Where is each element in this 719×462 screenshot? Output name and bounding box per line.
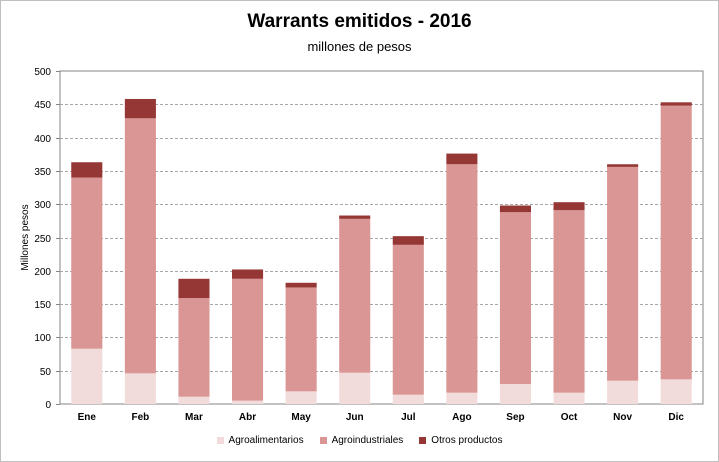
bar-oct-3 bbox=[553, 202, 585, 211]
legend-label: Agroindustriales bbox=[331, 435, 404, 446]
legend-swatch bbox=[419, 437, 427, 444]
bar-ago-1 bbox=[446, 392, 478, 404]
bar-mar-3 bbox=[178, 278, 210, 299]
bar-feb-3 bbox=[124, 98, 156, 119]
bar-sep-1 bbox=[499, 384, 531, 404]
y-tick-label: 0 bbox=[45, 400, 51, 411]
legend-label: Agroalimentarios bbox=[228, 435, 304, 446]
y-tick-label: 350 bbox=[34, 167, 51, 178]
x-tick-label: Sep bbox=[506, 412, 524, 423]
bar-ago-3 bbox=[446, 153, 478, 165]
bar-abr-2 bbox=[232, 278, 264, 401]
legend-item: Agroindustriales bbox=[319, 435, 404, 446]
x-tick-label: Mar bbox=[185, 412, 203, 423]
bar-ene-2 bbox=[71, 177, 103, 349]
bar-ago-2 bbox=[446, 164, 478, 393]
bar-jun-1 bbox=[339, 372, 371, 404]
bar-abr-1 bbox=[232, 400, 264, 404]
bar-may-3 bbox=[285, 282, 317, 288]
bar-dic-2 bbox=[660, 105, 692, 380]
x-tick-label: Abr bbox=[239, 412, 256, 423]
legend-swatch bbox=[216, 437, 224, 444]
legend-item: Otros productos bbox=[419, 435, 502, 446]
x-tick-label: Feb bbox=[131, 412, 149, 423]
bar-may-1 bbox=[285, 391, 317, 404]
bar-jul-2 bbox=[392, 244, 424, 395]
x-tick-label: Nov bbox=[613, 412, 632, 423]
bar-feb-1 bbox=[124, 373, 156, 404]
y-tick-label: 150 bbox=[34, 300, 51, 311]
y-tick-label: 500 bbox=[34, 67, 51, 78]
x-tick-label: Jul bbox=[401, 412, 416, 423]
bar-nov-3 bbox=[607, 164, 639, 167]
bar-nov-2 bbox=[607, 166, 639, 381]
bar-sep-3 bbox=[499, 205, 531, 213]
chart-title: Warrants emitidos - 2016 bbox=[247, 11, 472, 32]
x-tick-label: Oct bbox=[561, 412, 578, 423]
bar-mar-1 bbox=[178, 396, 210, 404]
bar-jun-2 bbox=[339, 218, 371, 373]
bar-jul-1 bbox=[392, 394, 424, 404]
bar-ene-3 bbox=[71, 162, 103, 178]
legend-label: Otros productos bbox=[431, 435, 503, 446]
y-tick-label: 200 bbox=[34, 267, 51, 278]
y-tick-label: 450 bbox=[34, 100, 51, 111]
x-tick-label: Jun bbox=[346, 412, 364, 423]
bar-may-2 bbox=[285, 287, 317, 392]
bar-oct-2 bbox=[553, 210, 585, 393]
bar-oct-1 bbox=[553, 392, 585, 404]
bar-mar-2 bbox=[178, 298, 210, 397]
y-tick-label: 400 bbox=[34, 134, 51, 145]
legend-swatch bbox=[319, 437, 327, 444]
plot-area bbox=[59, 70, 704, 405]
y-axis-label: Millones pesos bbox=[20, 204, 31, 270]
x-tick-label: Dic bbox=[668, 412, 684, 423]
bar-jul-3 bbox=[392, 236, 424, 245]
x-tick-label: Ene bbox=[78, 412, 97, 423]
chart-legend: Agroalimentarios Agroindustriales Otros pr… bbox=[1, 435, 718, 446]
y-tick-label: 250 bbox=[34, 234, 51, 245]
x-tick-label: May bbox=[291, 412, 311, 423]
bar-abr-3 bbox=[232, 269, 264, 279]
bar-jun-3 bbox=[339, 215, 371, 219]
legend-item: Agroalimentarios bbox=[216, 435, 304, 446]
bar-dic-3 bbox=[660, 102, 692, 106]
bar-feb-2 bbox=[124, 118, 156, 374]
chart-subtitle: millones de pesos bbox=[307, 39, 412, 54]
bar-dic-1 bbox=[660, 379, 692, 404]
x-tick-label: Ago bbox=[452, 412, 471, 423]
bar-nov-1 bbox=[607, 380, 639, 404]
bar-sep-2 bbox=[499, 212, 531, 385]
y-tick-label: 300 bbox=[34, 200, 51, 211]
y-tick-label: 100 bbox=[34, 333, 51, 344]
bar-ene-1 bbox=[71, 348, 103, 404]
y-tick-label: 50 bbox=[40, 367, 52, 378]
